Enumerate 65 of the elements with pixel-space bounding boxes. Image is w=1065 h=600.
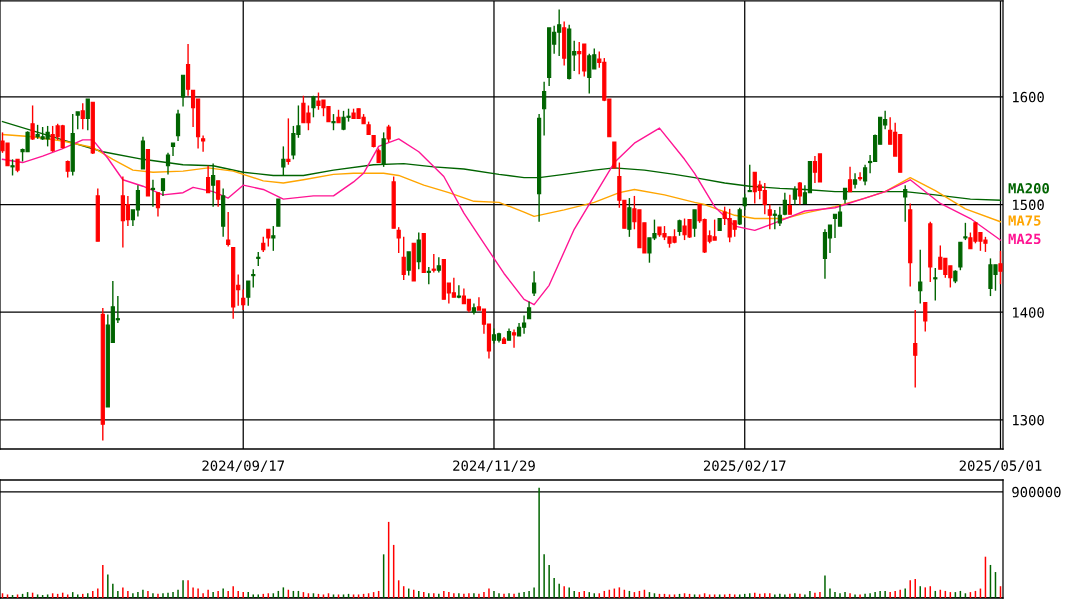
candlestick [155, 191, 161, 218]
candlestick [206, 165, 211, 194]
candlestick [923, 301, 928, 333]
candlestick [777, 205, 782, 227]
candlestick [862, 163, 868, 186]
candlestick [451, 277, 456, 298]
candlestick [787, 194, 792, 215]
candlestick [456, 284, 461, 299]
candlestick [998, 250, 1003, 285]
candlestick [286, 117, 291, 166]
candlestick [30, 104, 35, 141]
candlestick [812, 155, 818, 184]
candlestick [933, 267, 938, 302]
candlestick [241, 288, 246, 311]
candlestick [837, 203, 843, 227]
candlestick [431, 253, 436, 274]
candlestick [85, 98, 90, 131]
candlestick [531, 270, 537, 297]
candlestick [692, 209, 697, 238]
candlestick [200, 134, 206, 153]
candlestick [762, 182, 767, 215]
line-series [1, 127, 1002, 306]
candlestick [416, 231, 421, 270]
candlestick [226, 211, 231, 248]
candlestick [175, 109, 181, 142]
candlestick [216, 180, 221, 208]
candlestick [271, 225, 276, 252]
candlestick [165, 152, 171, 176]
y-tick-label: 1300 [1013, 414, 1044, 426]
x-tick-label: 2024/09/17 [202, 460, 284, 473]
y-tick-label: 1400 [1013, 307, 1044, 318]
candlestick [918, 249, 923, 305]
candlestick [396, 226, 401, 254]
y-tick-label: 1500 [1013, 199, 1044, 211]
candlestick [577, 41, 582, 75]
candlestick [125, 195, 130, 227]
series-label: MA75 [1008, 215, 1041, 226]
candlestick [847, 166, 853, 193]
candlestick [767, 203, 772, 231]
candlestick [511, 328, 517, 349]
y-tick-label: 1600 [1013, 91, 1044, 103]
candlestick [857, 171, 863, 182]
candlestick [80, 102, 85, 130]
y-tick-label: 900000 [1012, 486, 1061, 498]
candlestick [406, 251, 411, 277]
candlestick [180, 74, 186, 108]
candlestick [251, 268, 256, 289]
candlestick [627, 197, 632, 238]
x-tick-label: 2025/02/17 [703, 460, 786, 473]
series-label: MA200 [1008, 183, 1049, 194]
candlestick [832, 213, 838, 239]
candlestick [246, 280, 251, 307]
candlestick [747, 163, 752, 193]
x-tick-label: 2025/05/01 [959, 460, 1042, 473]
series-label: MA25 [1008, 233, 1041, 245]
candlestick [401, 236, 406, 281]
candlestick [542, 81, 547, 137]
candlestick [150, 179, 156, 208]
candlestick [281, 145, 286, 177]
candlestick [135, 184, 141, 218]
x-tick-label: 2024/11/29 [453, 460, 535, 473]
candlestick [170, 142, 176, 157]
candlestick [587, 53, 592, 95]
candlestick [521, 314, 527, 335]
candlestick [913, 309, 918, 389]
